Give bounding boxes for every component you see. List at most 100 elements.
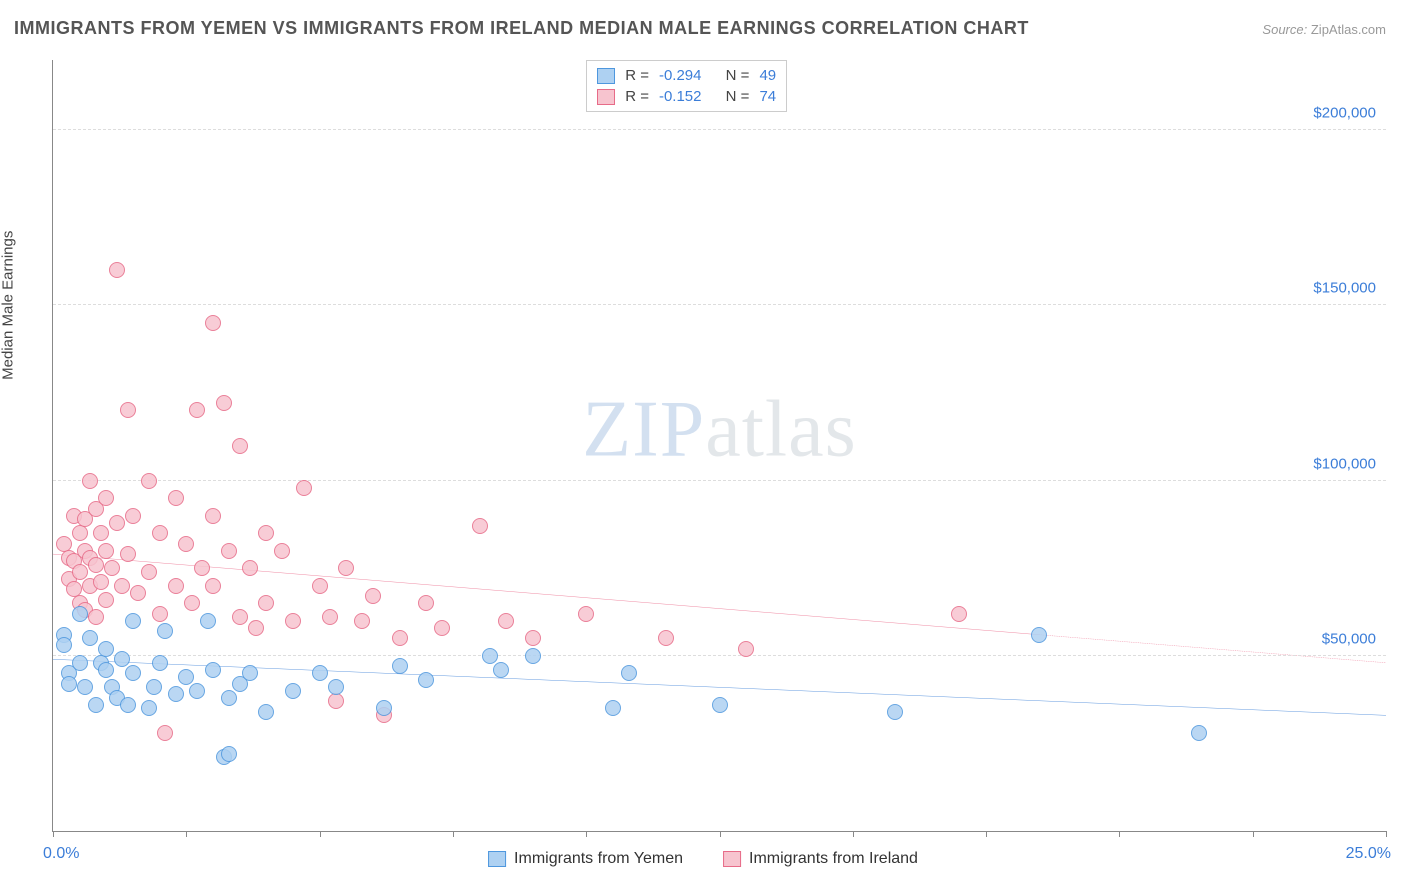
scatter-point-yemen <box>200 613 216 629</box>
scatter-point-yemen <box>285 683 301 699</box>
scatter-point-ireland <box>141 473 157 489</box>
scatter-point-ireland <box>189 402 205 418</box>
scatter-point-yemen <box>887 704 903 720</box>
scatter-point-yemen <box>376 700 392 716</box>
stats-R-yemen: -0.294 <box>659 67 702 84</box>
scatter-point-ireland <box>120 546 136 562</box>
scatter-point-ireland <box>285 613 301 629</box>
chart-area: ZIPatlas R = -0.294 N = 49 R = -0.152 N … <box>52 60 1386 832</box>
scatter-point-yemen <box>221 690 237 706</box>
stats-R-label: R = <box>625 67 649 84</box>
scatter-point-ireland <box>248 620 264 636</box>
y-axis-label: Median Male Earnings <box>0 231 17 380</box>
scatter-point-yemen <box>141 700 157 716</box>
x-axis-max-label: 25.0% <box>1346 845 1391 863</box>
stats-row-yemen: R = -0.294 N = 49 <box>597 65 776 86</box>
scatter-point-yemen <box>205 662 221 678</box>
scatter-point-yemen <box>61 676 77 692</box>
x-tick <box>586 831 587 837</box>
scatter-point-ireland <box>232 438 248 454</box>
scatter-point-ireland <box>738 641 754 657</box>
scatter-point-yemen <box>125 613 141 629</box>
scatter-point-ireland <box>205 315 221 331</box>
y-tick-label: $100,000 <box>1313 455 1376 472</box>
scatter-point-ireland <box>93 574 109 590</box>
y-tick-label: $200,000 <box>1313 105 1376 122</box>
scatter-point-yemen <box>712 697 728 713</box>
scatter-point-yemen <box>242 665 258 681</box>
scatter-point-ireland <box>82 473 98 489</box>
scatter-point-yemen <box>493 662 509 678</box>
scatter-point-ireland <box>221 543 237 559</box>
scatter-point-yemen <box>72 606 88 622</box>
stats-row-ireland: R = -0.152 N = 74 <box>597 86 776 107</box>
x-tick <box>186 831 187 837</box>
scatter-point-ireland <box>114 578 130 594</box>
scatter-point-ireland <box>157 725 173 741</box>
scatter-point-yemen <box>1191 725 1207 741</box>
x-tick <box>1253 831 1254 837</box>
scatter-point-ireland <box>109 262 125 278</box>
scatter-point-yemen <box>258 704 274 720</box>
scatter-point-ireland <box>98 592 114 608</box>
gridline <box>53 655 1386 656</box>
x-tick <box>1386 831 1387 837</box>
scatter-point-ireland <box>418 595 434 611</box>
scatter-point-ireland <box>125 508 141 524</box>
scatter-point-yemen <box>221 746 237 762</box>
scatter-point-ireland <box>258 525 274 541</box>
x-tick <box>1119 831 1120 837</box>
scatter-point-ireland <box>93 525 109 541</box>
watermark-atlas: atlas <box>705 386 857 474</box>
scatter-point-yemen <box>189 683 205 699</box>
scatter-point-ireland <box>152 525 168 541</box>
scatter-point-yemen <box>328 679 344 695</box>
scatter-point-yemen <box>98 662 114 678</box>
scatter-point-ireland <box>242 560 258 576</box>
legend-swatch-ireland <box>723 851 741 867</box>
scatter-point-yemen <box>146 679 162 695</box>
watermark: ZIPatlas <box>582 385 857 476</box>
scatter-point-ireland <box>194 560 210 576</box>
scatter-point-ireland <box>658 630 674 646</box>
legend-item-ireland: Immigrants from Ireland <box>723 850 918 868</box>
scatter-point-ireland <box>72 525 88 541</box>
scatter-point-yemen <box>312 665 328 681</box>
scatter-point-ireland <box>578 606 594 622</box>
source-attribution: Source: ZipAtlas.com <box>1262 22 1386 37</box>
scatter-point-ireland <box>365 588 381 604</box>
scatter-point-yemen <box>114 651 130 667</box>
scatter-point-ireland <box>205 578 221 594</box>
scatter-point-ireland <box>168 578 184 594</box>
bottom-legend: Immigrants from Yemen Immigrants from Ir… <box>488 850 918 868</box>
scatter-point-ireland <box>354 613 370 629</box>
scatter-point-ireland <box>525 630 541 646</box>
gridline <box>53 129 1386 130</box>
scatter-point-yemen <box>77 679 93 695</box>
scatter-point-ireland <box>328 693 344 709</box>
plot-region: ZIPatlas R = -0.294 N = 49 R = -0.152 N … <box>52 60 1386 832</box>
legend-label-yemen: Immigrants from Yemen <box>514 850 683 868</box>
scatter-point-ireland <box>152 606 168 622</box>
stats-N-ireland: 74 <box>759 88 776 105</box>
x-tick <box>720 831 721 837</box>
scatter-point-yemen <box>120 697 136 713</box>
scatter-point-yemen <box>72 655 88 671</box>
scatter-point-ireland <box>72 564 88 580</box>
x-tick <box>320 831 321 837</box>
correlation-stats-box: R = -0.294 N = 49 R = -0.152 N = 74 <box>586 60 787 112</box>
x-tick <box>986 831 987 837</box>
scatter-point-yemen <box>152 655 168 671</box>
scatter-point-yemen <box>178 669 194 685</box>
scatter-point-yemen <box>392 658 408 674</box>
stats-swatch-ireland <box>597 89 615 105</box>
scatter-point-ireland <box>498 613 514 629</box>
scatter-point-ireland <box>951 606 967 622</box>
scatter-point-yemen <box>98 641 114 657</box>
scatter-point-ireland <box>168 490 184 506</box>
scatter-point-yemen <box>525 648 541 664</box>
gridline <box>53 304 1386 305</box>
scatter-point-ireland <box>141 564 157 580</box>
scatter-point-ireland <box>178 536 194 552</box>
stats-R-ireland: -0.152 <box>659 88 702 105</box>
